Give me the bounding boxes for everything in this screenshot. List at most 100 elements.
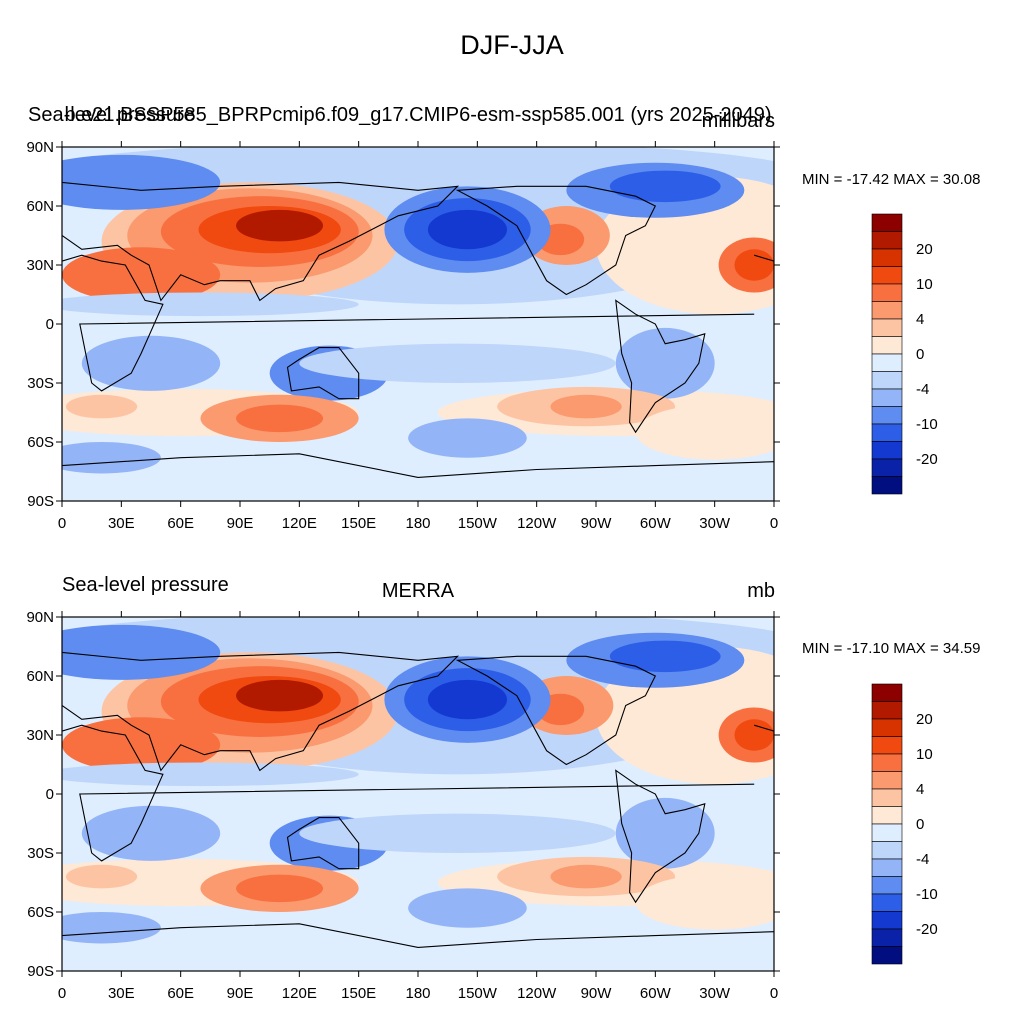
colorbar-label: 10 [916, 276, 933, 293]
field-contour-24 [62, 292, 359, 317]
colorbar-swatch [871, 823, 903, 842]
panel2-units: mb [747, 580, 775, 602]
colorbar-label: 4 [916, 311, 924, 328]
colorbar-swatch [871, 876, 903, 895]
field-contour-12 [734, 249, 774, 281]
colorbar-label: 20 [916, 711, 933, 728]
x-tick-label: 60E [167, 985, 194, 1002]
x-tick-label: 60W [640, 985, 672, 1002]
colorbar-swatch [871, 771, 903, 790]
field-contour-24 [62, 762, 359, 787]
panel1-min-max: MIN = -17.42 MAX = 30.08 [802, 171, 981, 188]
field-contour-23 [615, 327, 715, 399]
field-contour-30 [65, 394, 138, 419]
y-tick-label: 0 [46, 786, 54, 803]
field-contour-29 [550, 864, 622, 889]
colorbar-label: 0 [916, 816, 924, 833]
colorbar-label: 0 [916, 346, 924, 363]
x-tick-label: 0 [770, 515, 778, 532]
y-tick-label: 30S [27, 845, 54, 862]
colorbar-swatch [871, 388, 903, 407]
coastline-4 [286, 347, 360, 400]
colorbar-swatch [871, 423, 903, 442]
field-contour-18 [62, 624, 221, 680]
y-tick-label: 30N [26, 257, 54, 274]
field-contour-27 [236, 874, 324, 903]
colorbar-swatch [871, 318, 903, 337]
field-contour-23 [615, 797, 715, 869]
colorbar-swatch [871, 788, 903, 807]
colorbar-label: -10 [916, 416, 938, 433]
field-contour-32 [408, 888, 527, 928]
x-tick-label: 90W [581, 985, 613, 1002]
coastline-1 [455, 655, 657, 766]
colorbar-swatch [871, 911, 903, 930]
colorbar-swatch [871, 701, 903, 720]
panel1-field [62, 147, 774, 501]
colorbar-label: 10 [916, 746, 933, 763]
x-tick-label: 30W [699, 985, 731, 1002]
colorbar-label: 4 [916, 781, 924, 798]
field-contour-31 [635, 404, 774, 460]
colorbar-swatch [871, 458, 903, 477]
colorbar-swatch [871, 753, 903, 772]
colorbar-swatch [871, 213, 903, 232]
field-contour-25 [299, 343, 616, 383]
x-tick-label: 60W [640, 515, 672, 532]
colorbar-label: -4 [916, 851, 929, 868]
field-contour-32 [408, 418, 527, 458]
x-tick-label: 150W [458, 985, 498, 1002]
y-tick-label: 30N [26, 727, 54, 744]
coastline-5 [62, 923, 774, 948]
colorbar-label: -10 [916, 886, 938, 903]
field-contour-12 [734, 719, 774, 751]
colorbar-swatch [871, 301, 903, 320]
panel1-left-title: Sea-level pressure [28, 104, 195, 126]
x-tick-label: 150E [341, 515, 376, 532]
colorbar-swatch [871, 266, 903, 285]
colorbar-swatch [871, 231, 903, 250]
x-tick-label: 150E [341, 985, 376, 1002]
x-tick-label: 30E [108, 515, 135, 532]
field-contour-33 [62, 912, 161, 944]
colorbar-swatch [871, 736, 903, 755]
y-tick-label: 60S [27, 904, 54, 921]
panel1-map: 0 30E 60E 90E 120E 150E 180 150W 120W 90W 60W 30W 09… [26, 139, 938, 532]
colorbar-swatch [871, 893, 903, 912]
colorbar-swatch [871, 476, 903, 495]
coastline-0 [62, 651, 460, 772]
y-tick-label: 90N [26, 609, 54, 626]
x-tick-label: 90W [581, 515, 613, 532]
x-tick-label: 90E [227, 515, 254, 532]
field-contour-17 [427, 209, 508, 250]
x-tick-label: 30W [699, 515, 731, 532]
coastline-1 [455, 185, 657, 296]
x-tick-label: 120E [282, 985, 317, 1002]
field-contour-31 [635, 874, 774, 930]
x-tick-label: 120E [282, 515, 317, 532]
colorbar-swatch [871, 718, 903, 737]
field-contour-27 [236, 404, 324, 433]
field-contour-17 [427, 679, 508, 720]
panel1-units: millibars [701, 110, 775, 132]
panel2-map: 0 30E 60E 90E 120E 150E 180 150W 120W 90W 60W 30W 09… [26, 609, 938, 1002]
colorbar-swatch [871, 283, 903, 302]
coastline-2 [615, 769, 706, 904]
colorbar-swatch [871, 353, 903, 372]
field-contour-29 [550, 394, 622, 419]
field-contour-21 [81, 335, 221, 391]
x-tick-label: 0 [58, 985, 66, 1002]
colorbar-swatch [871, 248, 903, 267]
field-contour-25 [299, 813, 616, 853]
x-tick-label: 150W [458, 515, 498, 532]
colorbar-label: -20 [916, 451, 938, 468]
y-tick-label: 90N [26, 139, 54, 156]
panel2-center-title: MERRA [381, 580, 455, 602]
y-tick-label: 60N [26, 668, 54, 685]
x-tick-label: 120W [517, 515, 557, 532]
coastline-3 [62, 254, 774, 392]
coastline-4 [286, 817, 360, 870]
colorbar-swatch [871, 841, 903, 860]
x-tick-label: 120W [517, 985, 557, 1002]
x-tick-label: 0 [770, 985, 778, 1002]
